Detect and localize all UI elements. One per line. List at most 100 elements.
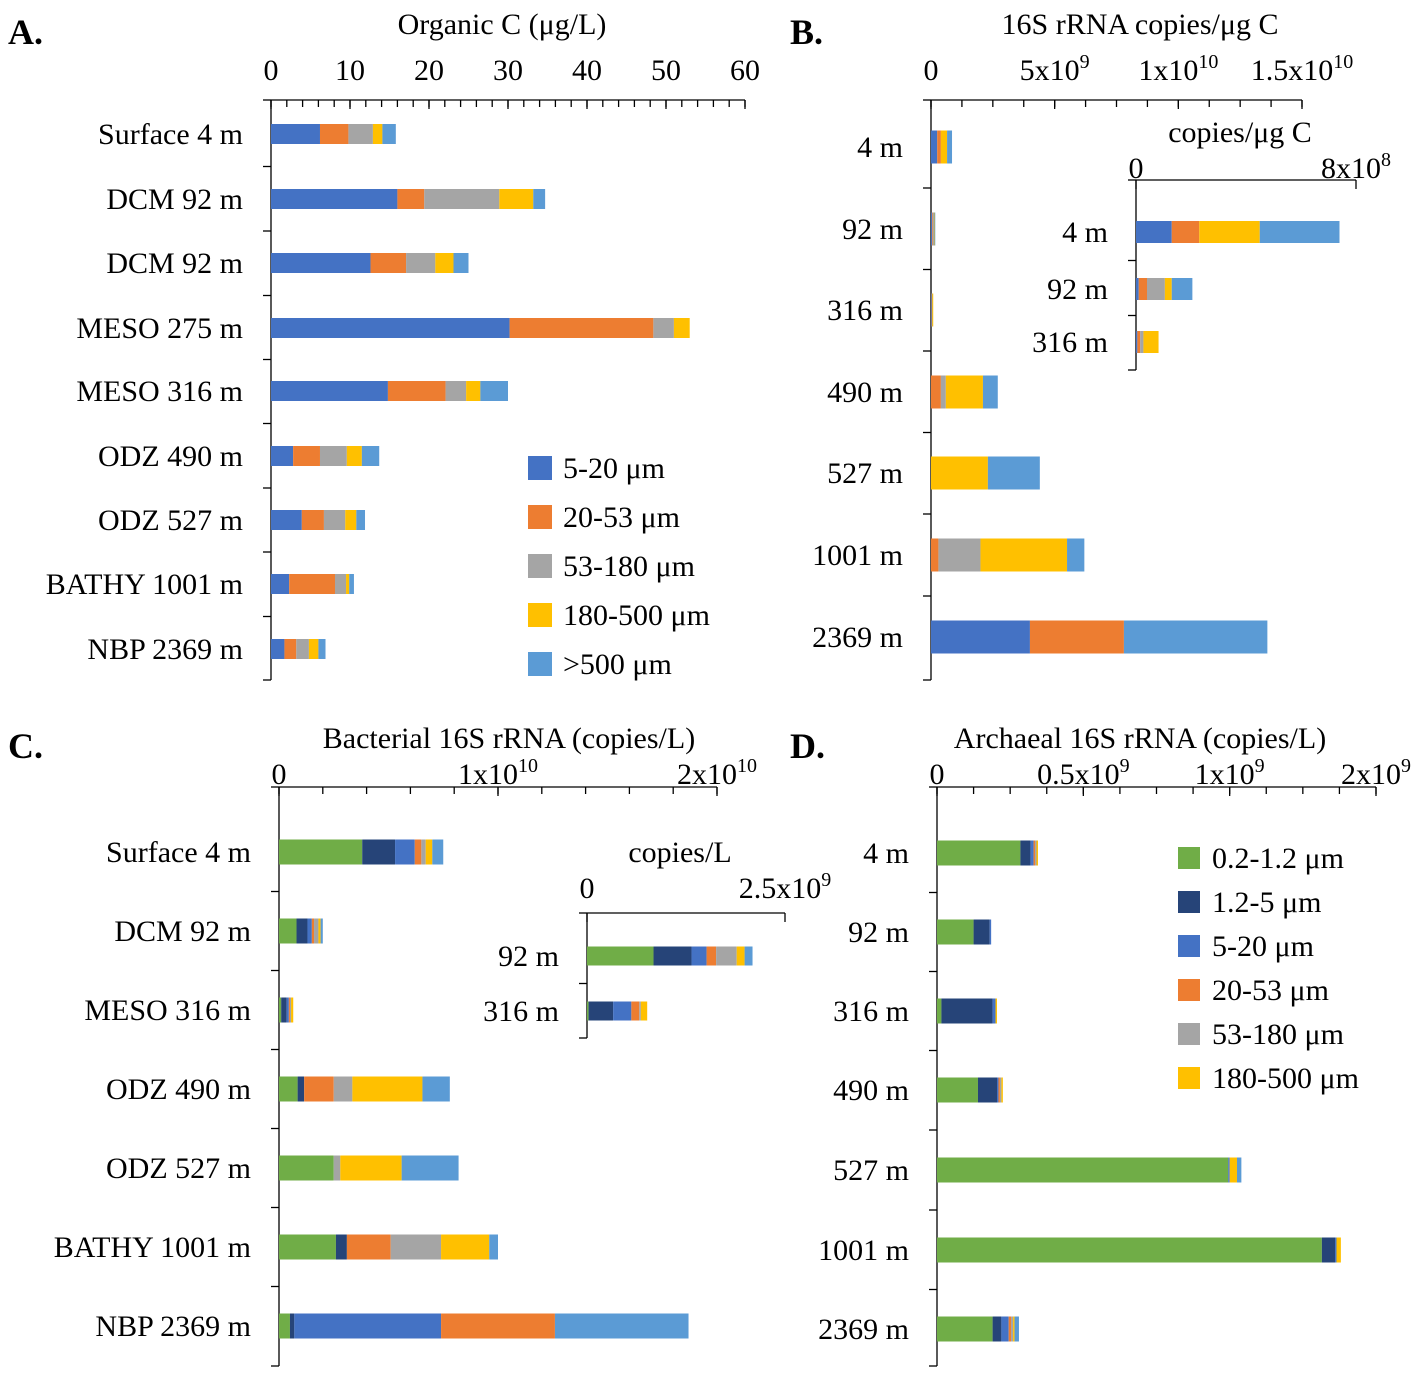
bar-segment — [352, 1076, 423, 1102]
panel-letter: D. — [790, 726, 825, 766]
x-tick-label: 0 — [272, 758, 287, 791]
bar-segment — [489, 1234, 498, 1260]
bar-segment — [307, 918, 312, 944]
bar-segment — [279, 1076, 298, 1102]
axis-title: 16S rRNA copies/μg C — [1002, 8, 1279, 41]
category-label: 92 m — [498, 940, 559, 973]
x-tick-label: 8x108 — [1321, 149, 1391, 185]
bar-segment — [941, 998, 993, 1024]
bar-segment — [931, 620, 1030, 654]
x-tick-label: 0 — [924, 54, 939, 87]
bar-segment — [319, 124, 349, 144]
bar-segment — [1136, 278, 1139, 300]
bar-segment — [441, 1313, 555, 1339]
x-tick-label: 2x109 — [1341, 755, 1411, 791]
bar-segment — [937, 919, 974, 945]
category-label: Surface 4 m — [106, 836, 251, 869]
category-label: 2369 m — [812, 621, 903, 654]
bar-segment — [284, 639, 297, 659]
x-tick-label: 0 — [264, 54, 279, 87]
bar-segment — [995, 998, 997, 1024]
bar-segment — [554, 1313, 689, 1339]
x-tick-label: 50 — [651, 54, 681, 87]
legend-label: 20-53 μm — [1212, 974, 1329, 1007]
bar-segment — [349, 574, 354, 594]
bar-segment — [588, 1001, 614, 1021]
bar-segment — [1147, 278, 1165, 300]
bar-segment — [1171, 221, 1200, 243]
bar-segment — [414, 839, 422, 865]
bar-segment — [931, 212, 933, 246]
category-label: DCM 92 m — [114, 915, 251, 948]
bar-segment — [421, 839, 426, 865]
category-label: ODZ 490 m — [106, 1073, 251, 1106]
bar-segment — [980, 538, 1068, 572]
bar-segment — [716, 946, 737, 966]
bar-segment — [304, 1076, 334, 1102]
bar-segment — [1033, 840, 1036, 866]
bar-segment — [286, 997, 289, 1023]
bar-segment — [293, 446, 320, 466]
bar-segment — [931, 293, 932, 327]
bar-segment — [1067, 538, 1085, 572]
bar-segment — [945, 375, 983, 409]
bar-segment — [691, 946, 707, 966]
bar-segment — [937, 1316, 993, 1342]
legend-swatch — [528, 554, 552, 578]
x-tick-label: 1.5x1010 — [1251, 51, 1354, 87]
bar-segment — [977, 1077, 997, 1103]
panel-C: C. Bacterial 16S rRNA (copies/L) 0 1x1010 2x… — [8, 722, 757, 1367]
category-label: BATHY 1001 m — [46, 568, 243, 601]
bar-segment — [937, 130, 941, 164]
bar-segment — [931, 375, 941, 409]
x-tick-label: 5x109 — [1020, 51, 1090, 87]
bar-segment — [706, 946, 717, 966]
bar-segment — [1336, 1237, 1341, 1263]
bar-segment — [653, 946, 692, 966]
x-tick-label: 0 — [930, 758, 945, 791]
bar-segment — [279, 997, 282, 1023]
bar-segment — [289, 574, 335, 594]
bar-segment — [372, 124, 383, 144]
bar-segment — [999, 1077, 1002, 1103]
category-label: 316 m — [483, 995, 559, 1028]
legend-swatch — [528, 505, 552, 529]
category-label: 92 m — [848, 916, 909, 949]
legend-swatch — [1178, 979, 1200, 1001]
bar-segment — [1321, 1237, 1336, 1263]
bar-segment — [271, 574, 290, 594]
bar-segment — [279, 1234, 336, 1260]
bar-segment — [992, 998, 996, 1024]
bar-segment — [631, 1001, 640, 1021]
bar-segment — [1236, 1157, 1242, 1183]
bar-segment — [271, 253, 371, 273]
bar-segment — [340, 1155, 402, 1181]
bar-segment — [940, 375, 946, 409]
bar-segment — [1036, 840, 1038, 866]
bar-segment — [932, 293, 934, 327]
bar-segment — [533, 189, 546, 209]
bar-segment — [932, 212, 934, 246]
legend-swatch — [1178, 935, 1200, 957]
bar-segment — [1164, 278, 1172, 300]
category-label: Surface 4 m — [98, 118, 243, 151]
bar-segment — [613, 1001, 632, 1021]
x-tick-label: 40 — [572, 54, 602, 87]
bar-segment — [1229, 1157, 1237, 1183]
bar-segment — [996, 1077, 999, 1103]
bar-segment — [587, 1001, 589, 1021]
bar-segment — [271, 446, 294, 466]
bar-segment — [1171, 278, 1193, 300]
bar-segment — [348, 124, 373, 144]
category-label: 92 m — [842, 213, 903, 246]
bar-segment — [361, 446, 380, 466]
bar-segment — [1020, 840, 1031, 866]
panel-D: D. Archaeal 16S rRNA (copies/L) 0 0.5x109 1x… — [790, 722, 1411, 1367]
category-label: 316 m — [1032, 326, 1108, 359]
bar-segment — [973, 919, 990, 945]
bar-segment — [387, 381, 446, 401]
bar-segment — [992, 1316, 1002, 1342]
bar-segment — [1030, 840, 1034, 866]
category-label: DCM 92 m — [106, 183, 243, 216]
